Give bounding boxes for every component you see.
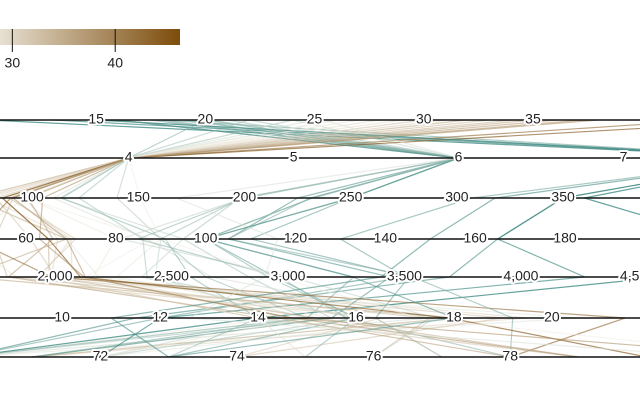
tick-label: 35 <box>525 111 541 127</box>
tick-label: 6 <box>455 149 463 165</box>
tick-label: 180 <box>553 230 577 246</box>
tick-label: 3,000 <box>270 268 305 284</box>
tick-label: 25 <box>307 111 323 127</box>
tick-label: 76 <box>366 348 382 364</box>
tick-label: 160 <box>463 230 487 246</box>
tick-label: 4,500 <box>620 268 640 284</box>
tick-label: 2,000 <box>37 268 72 284</box>
tick-label: 2,500 <box>154 268 189 284</box>
tick-label: 4,000 <box>503 268 538 284</box>
tick-label: 72 <box>93 348 109 364</box>
tick-label: 350 <box>551 189 575 205</box>
tick-label: 100 <box>194 230 218 246</box>
tick-label: 300 <box>445 189 469 205</box>
legend-tick-label: 30 <box>5 55 21 71</box>
tick-label: 15 <box>88 111 104 127</box>
tick-label: 100 <box>20 189 44 205</box>
legend-tick-label: 40 <box>107 55 123 71</box>
axes: 15 20 25 30 35 4 5 6 7 100 150 200 250 300 350 60 80 100 1… <box>0 109 640 366</box>
tick-label: 16 <box>348 309 364 325</box>
color-legend: 30 40 <box>0 29 180 71</box>
tick-label: 20 <box>544 309 560 325</box>
legend-gradient <box>0 29 180 45</box>
tick-label: 80 <box>108 230 124 246</box>
tick-label: 4 <box>125 149 133 165</box>
tick-label: 30 <box>416 111 432 127</box>
tick-label: 150 <box>127 189 151 205</box>
tick-label: 5 <box>290 149 298 165</box>
tick-label: 250 <box>339 189 363 205</box>
tick-label: 78 <box>502 348 518 364</box>
tick-label: 3,500 <box>387 268 422 284</box>
tick-label: 120 <box>284 230 308 246</box>
tick-label: 10 <box>54 309 70 325</box>
tick-label: 7 <box>620 149 628 165</box>
tick-label: 14 <box>250 309 266 325</box>
tick-label: 20 <box>198 111 214 127</box>
tick-label: 60 <box>18 230 34 246</box>
tick-label: 200 <box>233 189 257 205</box>
tick-label: 140 <box>374 230 398 246</box>
tick-label: 74 <box>229 348 245 364</box>
tick-label: 18 <box>446 309 462 325</box>
tick-label: 12 <box>152 309 168 325</box>
